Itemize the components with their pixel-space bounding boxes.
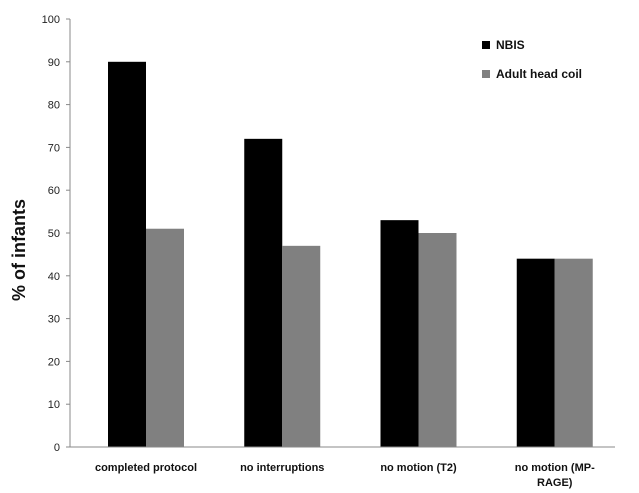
bar-adult-head-coil-3 — [418, 233, 457, 447]
x-category-label: no motion (MP-RAGE) — [515, 462, 595, 489]
y-tick-label: 50 — [48, 228, 60, 240]
y-tick-label: 90 — [48, 57, 60, 69]
legend: NBIS Adult head coil — [482, 38, 582, 81]
x-category-label: no motion (T2) — [380, 462, 457, 474]
y-axis-ticks: 0 10 20 30 40 50 60 70 80 90 100 — [42, 14, 70, 454]
legend-swatch-nbis — [482, 41, 490, 49]
y-axis-label: % of infants — [9, 199, 29, 301]
y-tick-label: 60 — [48, 185, 60, 197]
legend-label-adult-head-coil: Adult head coil — [496, 67, 582, 81]
y-tick-label: 10 — [48, 399, 60, 411]
bar-adult-head-coil-4 — [554, 258, 593, 447]
bar-nbis-4 — [516, 258, 555, 447]
y-tick-label: 40 — [48, 271, 60, 283]
bar-adult-head-coil-2 — [282, 245, 321, 447]
y-tick-label: 70 — [48, 142, 60, 154]
y-tick-label: 30 — [48, 314, 60, 326]
x-category-label: no interruptions — [240, 462, 324, 474]
y-tick-label: 0 — [54, 442, 60, 454]
y-tick-label: 100 — [42, 14, 60, 26]
legend-label-nbis: NBIS — [496, 38, 525, 52]
legend-swatch-adult-head-coil — [482, 70, 490, 78]
y-tick-label: 20 — [48, 356, 60, 368]
bars — [108, 61, 593, 448]
x-category-label: completed protocol — [95, 462, 197, 474]
bar-adult-head-coil-1 — [146, 228, 184, 447]
bar-nbis-3 — [380, 220, 419, 447]
bar-nbis-1 — [108, 61, 146, 448]
bar-nbis-2 — [244, 138, 283, 447]
y-tick-label: 80 — [48, 100, 60, 112]
x-axis-labels: completed protocol no interruptions no mot… — [95, 462, 595, 489]
